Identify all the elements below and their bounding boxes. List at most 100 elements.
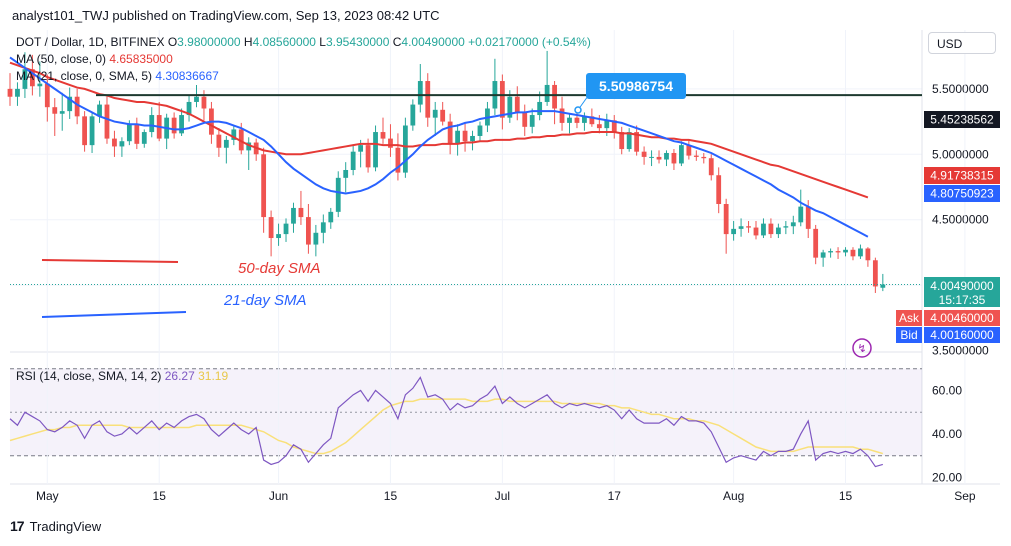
candle xyxy=(544,50,550,106)
candle xyxy=(74,88,80,125)
candle xyxy=(44,74,50,122)
candle xyxy=(425,73,431,127)
candle xyxy=(671,149,677,170)
candle-body xyxy=(753,227,759,236)
candle xyxy=(611,115,617,139)
candle-body xyxy=(149,115,155,133)
ma50-annotation: 50-day SMA xyxy=(238,260,321,277)
candle xyxy=(112,130,117,157)
annotations: 5.50986754 50-day SMA 21-day SMA ↯ xyxy=(10,73,922,358)
ask-label-bg xyxy=(896,310,922,326)
price-callout xyxy=(586,73,686,99)
candle-body xyxy=(216,134,222,148)
time-tick-label: Jun xyxy=(269,489,288,503)
candle xyxy=(865,247,871,267)
callout-anchor xyxy=(574,106,582,114)
candle xyxy=(619,126,625,155)
time-tick-label: Jul xyxy=(495,489,510,503)
candle-body xyxy=(89,116,95,146)
candle-body xyxy=(59,111,65,114)
time-tick-label: Sep xyxy=(954,489,976,503)
candle-body xyxy=(432,109,438,118)
candle-body xyxy=(335,177,341,212)
candle xyxy=(693,150,699,161)
candle-body xyxy=(126,124,132,142)
legend-ma21-label: MA (21, close, 0, SMA, 5) xyxy=(16,69,155,83)
candle-body xyxy=(238,129,244,151)
legend-ma21-value: 4.30836667 xyxy=(155,69,219,83)
candle xyxy=(880,273,886,292)
candle-body xyxy=(283,223,289,235)
candle-body xyxy=(574,117,580,123)
candle-body xyxy=(783,226,789,228)
price-tick-label: 4.5000000 xyxy=(932,213,989,227)
candle-body xyxy=(589,116,595,125)
candle xyxy=(641,146,647,165)
candle-body xyxy=(455,130,460,144)
candle-body xyxy=(298,207,304,218)
candle-body xyxy=(462,130,468,142)
ma50-tag-bg xyxy=(924,167,1000,184)
candle xyxy=(447,113,453,155)
candle-body xyxy=(119,141,125,147)
candle-body xyxy=(559,108,565,123)
legend-ohlc-value: 3.95430000 xyxy=(326,35,393,49)
currency-button[interactable]: USD xyxy=(928,32,996,54)
candle xyxy=(701,152,707,164)
candle xyxy=(410,99,416,131)
ma21-annotation: 21-day SMA xyxy=(223,292,307,309)
legend-ohlc-value: 4.00490000 xyxy=(401,35,468,49)
candle xyxy=(276,223,281,246)
legend-ma50-label: MA (50, close, 0) xyxy=(16,52,109,66)
ask-label: Ask xyxy=(899,311,920,325)
candle-body xyxy=(529,115,535,127)
rsi-tick-label: 40.00 xyxy=(932,427,962,441)
legend-rsi-sma-value: 31.19 xyxy=(198,369,228,383)
candle-body xyxy=(402,125,408,173)
candle xyxy=(395,133,401,181)
candle xyxy=(291,202,296,233)
time-tick-label: 17 xyxy=(608,489,622,503)
candle-body xyxy=(104,104,110,139)
time-tick-label: Aug xyxy=(723,489,744,503)
publisher-info: analyst101_TWJ published on TradingView.… xyxy=(12,8,440,23)
candle xyxy=(514,86,520,121)
time-tick-label: 15 xyxy=(153,489,167,503)
candle-body xyxy=(186,101,192,116)
candle xyxy=(82,111,87,152)
moving-averages xyxy=(9,56,869,238)
candle-body xyxy=(350,151,356,170)
candle xyxy=(261,147,267,233)
candle-body xyxy=(790,222,796,227)
candle-body xyxy=(746,226,751,228)
candle-body xyxy=(604,120,610,129)
candle-body xyxy=(514,96,520,113)
candle xyxy=(216,128,222,157)
candle xyxy=(835,247,841,259)
legend-ohlc-value: 4.08560000 xyxy=(253,35,320,49)
legend-ohlc-key: H xyxy=(244,35,253,49)
candle-body xyxy=(223,139,229,148)
bid-label: Bid xyxy=(900,328,917,342)
ma21-tag-bg xyxy=(924,185,1000,202)
candle-body xyxy=(306,217,311,245)
candle-body xyxy=(544,84,550,102)
legend-ma21: MA (21, close, 0, SMA, 5) 4.30836667 xyxy=(16,69,219,83)
candle xyxy=(529,108,535,134)
time-tick-label: May xyxy=(36,489,59,503)
candle-body xyxy=(246,142,252,151)
candle-body xyxy=(596,124,602,129)
candle xyxy=(462,122,468,152)
candle-body xyxy=(835,251,841,253)
ma50-tag: 4.91738315 xyxy=(930,169,994,183)
candle xyxy=(798,189,804,227)
hline-tag: 5.45238562 xyxy=(930,113,994,127)
candle xyxy=(15,82,20,106)
candle xyxy=(649,150,654,167)
candle-body xyxy=(395,147,401,173)
candle-body xyxy=(872,260,878,287)
candle-body xyxy=(619,132,625,150)
bid-tag-bg xyxy=(924,327,1000,343)
candle xyxy=(328,207,334,229)
